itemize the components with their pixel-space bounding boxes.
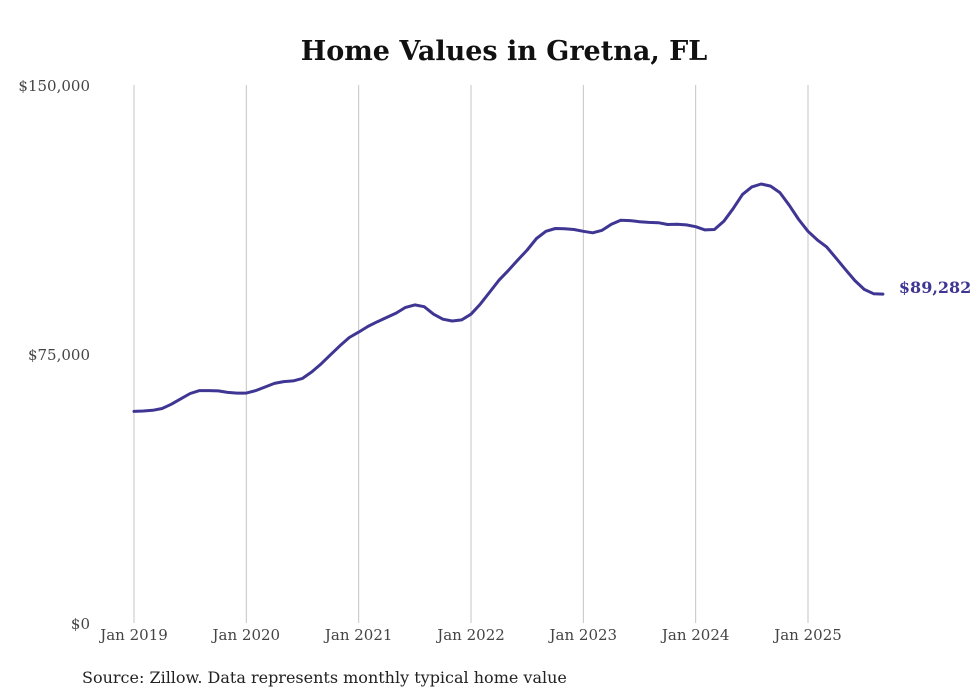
- x-tick-label: Jan 2019: [98, 626, 168, 644]
- vertical-gridlines: [133, 85, 809, 623]
- x-axis-ticks: Jan 2019 Jan 2020 Jan 2021 Jan 2022 Jan 2023…: [98, 626, 842, 644]
- y-tick-label: $150,000: [18, 77, 90, 95]
- y-tick-label: $75,000: [28, 346, 90, 364]
- chart-title: Home Values in Gretna, FL: [301, 36, 708, 67]
- end-value-label: $89,282: [899, 278, 971, 297]
- x-tick-label: Jan 2025: [772, 626, 842, 644]
- x-tick-label: Jan 2024: [660, 626, 730, 644]
- x-tick-label: Jan 2023: [548, 626, 618, 644]
- source-note: Source: Zillow. Data represents monthly …: [82, 668, 567, 687]
- y-tick-label: $0: [71, 615, 90, 633]
- line-chart: Home Values in Gretna, FL $0 $75,000 $150,…: [18, 36, 971, 644]
- x-tick-label: Jan 2020: [211, 626, 281, 644]
- series-line: [132, 182, 885, 413]
- x-tick-label: Jan 2022: [435, 626, 505, 644]
- y-axis-ticks: $0 $75,000 $150,000: [18, 77, 90, 633]
- x-tick-label: Jan 2021: [323, 626, 393, 644]
- series-layer: $89,282: [132, 182, 971, 413]
